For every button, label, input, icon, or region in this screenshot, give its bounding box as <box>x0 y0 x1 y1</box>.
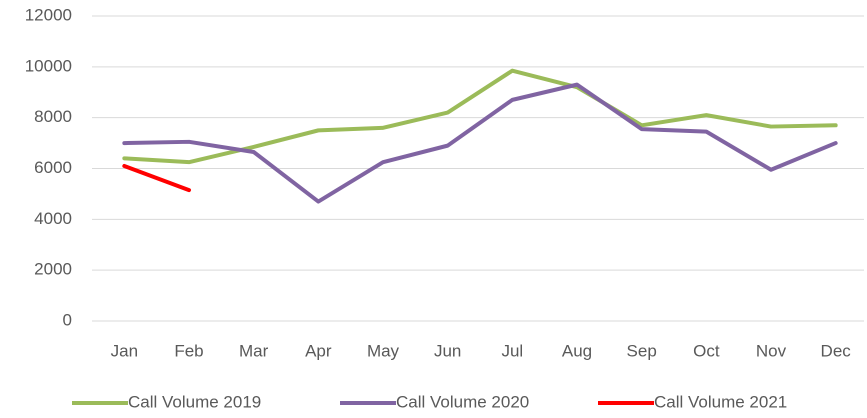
legend-label: Call Volume 2019 <box>128 392 261 411</box>
x-tick-label: Nov <box>756 341 787 360</box>
x-tick-label: Sep <box>627 341 657 360</box>
series-line <box>122 82 838 204</box>
y-tick-label: 10000 <box>25 56 72 75</box>
y-tick-label: 4000 <box>34 209 72 228</box>
x-tick-label: Mar <box>239 341 269 360</box>
x-tick-label: May <box>367 341 400 360</box>
x-tick-label: Jan <box>111 341 138 360</box>
y-tick-label: 8000 <box>34 107 72 126</box>
y-tick-label: 2000 <box>34 260 72 279</box>
y-tick-label: 6000 <box>34 158 72 177</box>
x-tick-label: Dec <box>821 341 852 360</box>
x-tick-label: Apr <box>305 341 332 360</box>
legend-label: Call Volume 2021 <box>654 392 787 411</box>
x-tick-label: Aug <box>562 341 592 360</box>
x-tick-label: Oct <box>693 341 720 360</box>
legend-label: Call Volume 2020 <box>396 392 529 411</box>
y-tick-label: 12000 <box>25 5 72 24</box>
x-tick-label: Jul <box>501 341 523 360</box>
x-tick-label: Feb <box>174 341 203 360</box>
series-line <box>122 163 191 193</box>
y-tick-label: 0 <box>63 310 72 329</box>
x-tick-label: Jun <box>434 341 461 360</box>
